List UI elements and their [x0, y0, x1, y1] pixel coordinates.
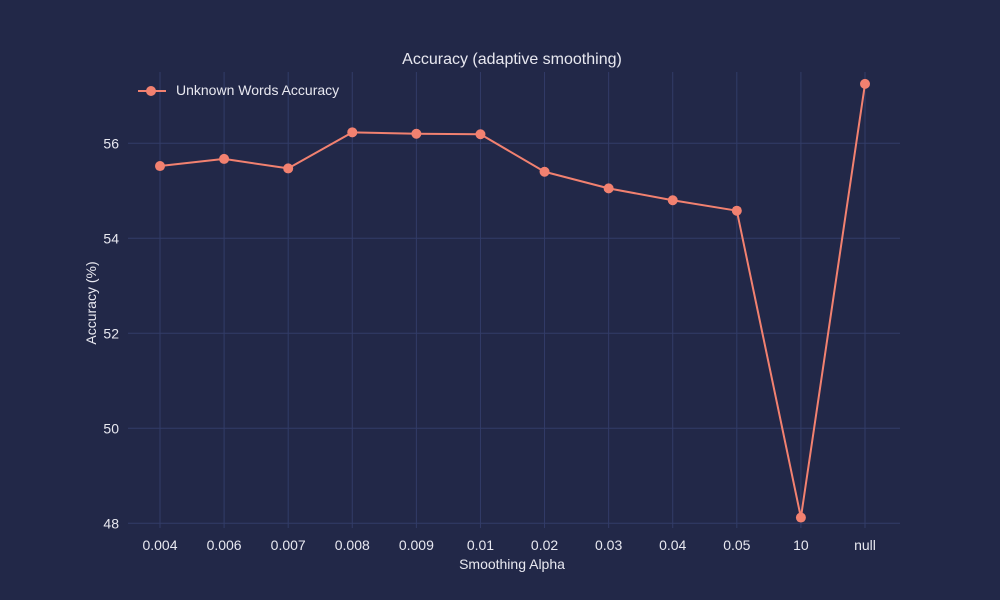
x-tick-label: null	[854, 537, 876, 553]
x-tick-label: 0.008	[335, 537, 370, 553]
series	[155, 78, 870, 523]
x-tick-label: 0.04	[659, 537, 686, 553]
legend: Unknown Words Accuracy	[138, 82, 339, 98]
axes: 0.004 0.006 0.007 0.008 0.009 0.01 0.02 0.03 0.0…	[103, 135, 875, 553]
y-tick-label: 50	[103, 420, 119, 436]
data-point	[475, 129, 486, 140]
legend-label: Unknown Words Accuracy	[176, 82, 339, 98]
y-axis-label: Accuracy (%)	[83, 261, 99, 344]
x-tick-label: 0.006	[207, 537, 242, 553]
x-tick-label: 10	[793, 537, 809, 553]
data-point	[347, 127, 358, 138]
x-tick-label: 0.02	[531, 537, 558, 553]
data-point	[539, 166, 550, 177]
y-tick-label: 54	[103, 230, 119, 246]
x-tick-label: 0.03	[595, 537, 622, 553]
chart-title: Accuracy (adaptive smoothing)	[402, 51, 622, 68]
x-tick-label: 0.009	[399, 537, 434, 553]
x-tick-label: 0.01	[467, 537, 494, 553]
data-point	[731, 205, 742, 216]
x-tick-label: 0.05	[723, 537, 750, 553]
y-tick-label: 48	[103, 515, 119, 531]
data-point	[667, 195, 678, 206]
y-tick-label: 52	[103, 325, 119, 341]
y-tick-label: 56	[103, 135, 119, 151]
x-tick-label: 0.007	[271, 537, 306, 553]
data-point	[219, 153, 230, 164]
data-point	[603, 183, 614, 194]
x-tick-label: 0.004	[142, 537, 177, 553]
data-point	[860, 78, 870, 89]
series-line	[159, 83, 866, 519]
grid	[128, 72, 900, 528]
x-axis-label: Smoothing Alpha	[459, 556, 565, 572]
data-point	[795, 512, 806, 523]
data-point	[283, 163, 294, 174]
data-point	[155, 161, 165, 172]
legend-marker	[146, 86, 156, 96]
data-point	[411, 128, 422, 139]
